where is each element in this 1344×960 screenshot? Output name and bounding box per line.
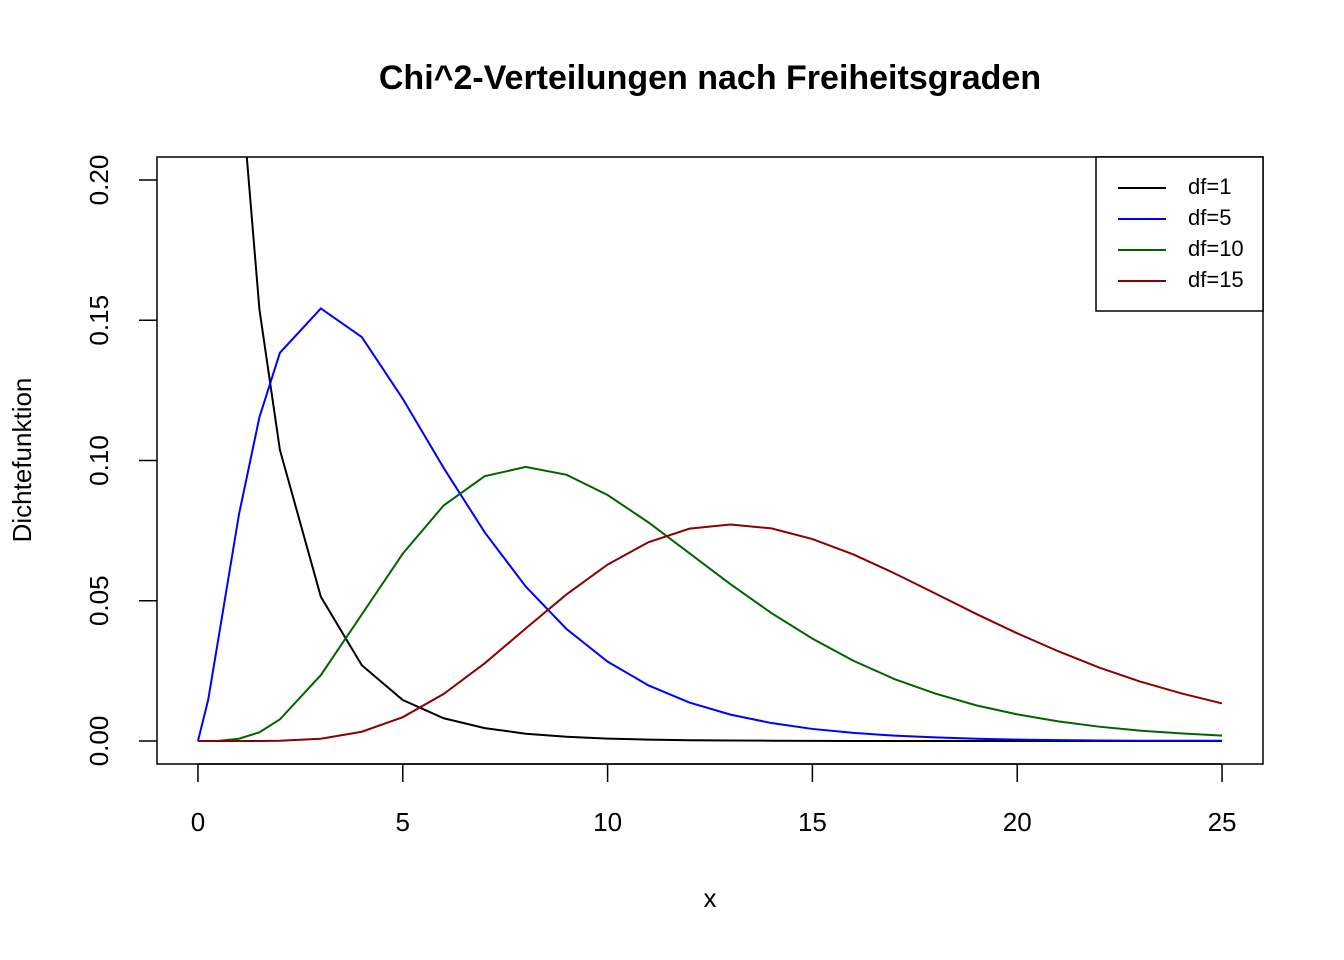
legend-label: df=10 (1188, 236, 1244, 261)
plot-area (196, 157, 1223, 742)
series-line (197, 465, 1223, 742)
y-tick-label: 0.15 (84, 295, 114, 346)
chart-title: Chi^2-Verteilungen nach Freiheitsgraden (379, 59, 1041, 97)
y-axis-label: Dichtefunktion (7, 378, 37, 543)
y-tick-label: 0.00 (84, 716, 114, 767)
series-line (196, 307, 1223, 742)
x-tick-label: 25 (1208, 807, 1237, 837)
legend-label: df=5 (1188, 205, 1231, 230)
y-tick-label: 0.10 (84, 435, 114, 486)
x-tick-label: 10 (593, 807, 622, 837)
y-tick-label: 0.20 (84, 155, 114, 206)
legend-box (1095, 156, 1264, 312)
series-line (197, 523, 1223, 742)
x-axis-label: x (704, 883, 717, 913)
x-tick-label: 20 (1003, 807, 1032, 837)
x-tick-label: 0 (191, 807, 205, 837)
legend-label: df=1 (1188, 174, 1231, 199)
x-tick-label: 15 (798, 807, 827, 837)
x-tick-label: 5 (396, 807, 410, 837)
y-tick-label: 0.05 (84, 575, 114, 626)
legend-label: df=15 (1188, 267, 1244, 292)
series-line (245, 157, 1223, 742)
